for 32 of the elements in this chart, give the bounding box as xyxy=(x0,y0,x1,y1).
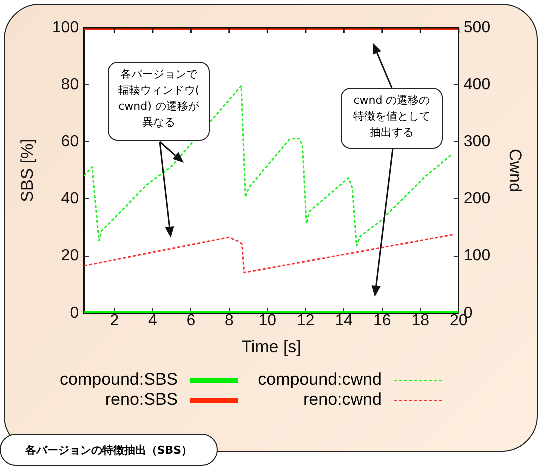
legend-label: reno:cwnd xyxy=(304,390,382,410)
y-tick-label: 100 xyxy=(52,19,80,36)
y-tick-label: 80 xyxy=(61,76,80,94)
y-tick-label: 0 xyxy=(70,304,80,322)
legend-label: compound:cwnd xyxy=(258,370,382,390)
y-tick-label: 20 xyxy=(61,248,80,265)
y2-tick-label: 300 xyxy=(464,134,491,151)
legend-label: compound:SBS xyxy=(60,370,178,390)
x-tick-label: 6 xyxy=(186,312,196,330)
x-tick-label: 10 xyxy=(258,312,277,330)
annotation: 各バージョンで輻輳ウィンドウ(cwnd) の遷移が異なる xyxy=(108,62,210,141)
y2-tick-label: 500 xyxy=(464,19,491,36)
text: 各バージョンの特徴抽出（SBS） xyxy=(0,434,218,466)
y-tick-label: 40 xyxy=(61,190,80,208)
x-axis-title: Time [s] xyxy=(242,337,302,356)
y2-tick-label: 100 xyxy=(464,248,491,265)
x-tick-label: 2 xyxy=(110,312,120,330)
line-series xyxy=(84,85,454,247)
line-series xyxy=(84,234,456,274)
x-tick-label: 16 xyxy=(374,312,392,330)
y2-axis-title: Cwnd xyxy=(506,148,526,192)
y2-tick-label: 400 xyxy=(464,76,491,94)
x-tick-label: 12 xyxy=(297,312,315,330)
y-axis-title: SBS [%] xyxy=(18,139,37,202)
annotation: cwnd の遷移の特徴を値として抽出する xyxy=(341,88,443,149)
y-tick-label: 60 xyxy=(61,134,80,151)
x-tick-label: 14 xyxy=(335,312,354,330)
x-tick-label: 4 xyxy=(148,312,158,330)
legend-label: reno:SBS xyxy=(105,390,178,410)
y2-tick-label: 200 xyxy=(464,190,491,208)
x-tick-label: 8 xyxy=(224,312,234,330)
x-tick-label: 18 xyxy=(412,312,430,330)
